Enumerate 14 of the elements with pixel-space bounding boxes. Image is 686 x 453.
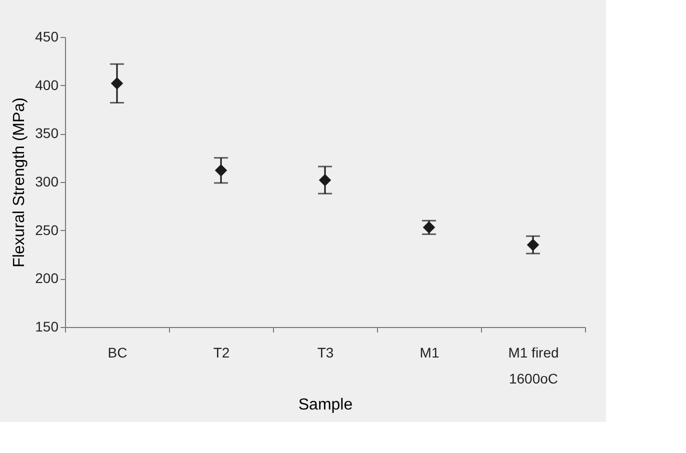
x-tick-label: T2	[213, 344, 230, 360]
x-tick-label: M1	[420, 344, 440, 360]
x-tick-label: T3	[317, 344, 334, 360]
y-tick-label: 450	[35, 28, 59, 44]
y-tick-label: 350	[35, 125, 59, 142]
y-tick-label: 400	[35, 76, 59, 93]
y-tick-label: 200	[35, 270, 59, 286]
x-tick-label: M1 fired 1600oC	[508, 344, 559, 386]
y-tick-label: 150	[35, 318, 59, 334]
x-tick-label: BC	[108, 344, 128, 360]
y-tick-label: 250	[35, 222, 59, 238]
y-tick-label: 300	[35, 174, 59, 190]
y-axis-title: Flexural Strength (MPa)	[11, 98, 28, 268]
x-axis-title: Sample	[298, 396, 353, 414]
